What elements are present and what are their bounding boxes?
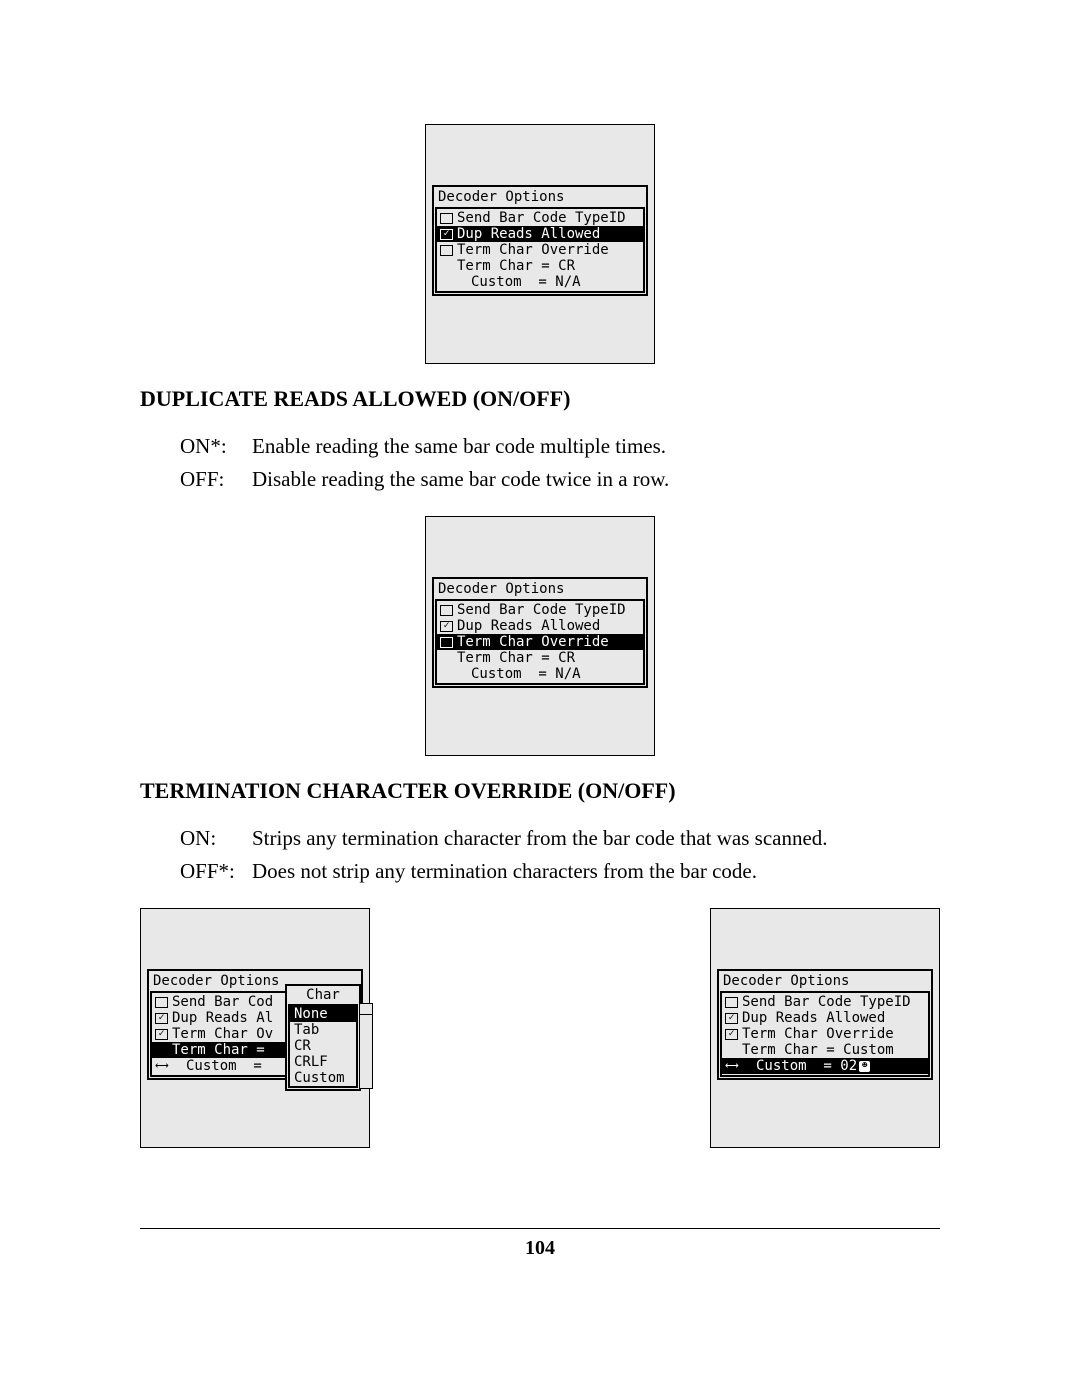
option-label: Send Bar Code TypeID xyxy=(742,994,911,1010)
decoder-options-window: Decoder Options Send Bar Code TypeID ✓ D… xyxy=(432,185,648,296)
checkbox-icon: ✓ xyxy=(155,1013,168,1024)
smiley-icon xyxy=(859,1061,870,1072)
checkbox-icon: ✓ xyxy=(725,1029,738,1040)
page-number: 104 xyxy=(140,1237,940,1260)
checkbox-icon: ✓ xyxy=(440,229,453,240)
bottom-screenshot-row: Decoder Options Send Bar Cod ✓ Dup Reads… xyxy=(140,908,940,1148)
popup-title: Char xyxy=(287,986,359,1004)
heading-dup-reads: DUPLICATE READS ALLOWED (ON/OFF) xyxy=(140,386,940,412)
def-text: Enable reading the same bar code multipl… xyxy=(252,434,940,459)
term-char-value: Term Char = Custom xyxy=(742,1042,894,1058)
def-label: ON*: xyxy=(180,434,252,459)
heading-term-override: TERMINATION CHARACTER OVERRIDE (ON/OFF) xyxy=(140,778,940,804)
popup-option-tab: Tab xyxy=(290,1022,356,1038)
option-label: Term Char Override xyxy=(457,634,609,650)
def-label: OFF: xyxy=(180,467,252,492)
document-page: Decoder Options Send Bar Code TypeID ✓ D… xyxy=(0,0,1080,1320)
window-body: Send Bar Code TypeID ✓ Dup Reads Allowed… xyxy=(720,991,930,1077)
option-dup-reads: ✓ Dup Reads Allowed xyxy=(722,1010,928,1026)
term-char-value: Term Char = CR xyxy=(457,650,575,666)
custom-value: Custom = xyxy=(186,1058,262,1074)
popup-option-crlf: CRLF xyxy=(290,1054,356,1070)
term-char-line: Term Char = CR xyxy=(437,650,643,666)
option-label: Term Char Ov xyxy=(172,1026,273,1042)
option-label: Term Char Override xyxy=(742,1026,894,1042)
scrollbar xyxy=(359,1003,373,1089)
option-label: Dup Reads Al xyxy=(172,1010,273,1026)
definition-off: OFF: Disable reading the same bar code t… xyxy=(180,467,940,492)
option-dup-reads: ✓ Dup Reads Allowed xyxy=(437,618,643,634)
term-char-value: Term Char = xyxy=(172,1042,265,1058)
custom-line: Custom = N/A xyxy=(437,274,643,290)
popup-option-none: None xyxy=(290,1006,356,1022)
checkbox-icon: ✓ xyxy=(155,1029,168,1040)
custom-value: Custom = 02 xyxy=(756,1058,857,1074)
def-label: OFF*: xyxy=(180,859,252,884)
arrow-lr-icon: ←→ xyxy=(725,1058,742,1074)
lcd-screen-4: Decoder Options Send Bar Code TypeID ✓ D… xyxy=(710,908,940,1148)
window-title: Decoder Options xyxy=(434,579,646,599)
option-dup-reads: ✓ Dup Reads Allowed xyxy=(437,226,643,242)
def-text: Strips any termination character from th… xyxy=(252,826,940,851)
checkbox-icon xyxy=(155,997,168,1008)
option-term-override: Term Char Override xyxy=(437,634,643,650)
option-term-override: ✓ Term Char Override xyxy=(722,1026,928,1042)
custom-value: Custom = N/A xyxy=(471,274,581,290)
screenshot-2-container: Decoder Options Send Bar Code TypeID ✓ D… xyxy=(140,516,940,756)
checkbox-icon xyxy=(440,637,453,648)
popup-body: None Tab CR CRLF Custom xyxy=(288,1004,358,1088)
option-send-typeid: Send Bar Code TypeID xyxy=(437,210,643,226)
definition-on: ON*: Enable reading the same bar code mu… xyxy=(180,434,940,459)
lcd-screen-2: Decoder Options Send Bar Code TypeID ✓ D… xyxy=(425,516,655,756)
window-title: Decoder Options xyxy=(719,971,931,991)
popup-option-cr: CR xyxy=(290,1038,356,1054)
decoder-options-window: Decoder Options Send Bar Code TypeID ✓ D… xyxy=(432,577,648,688)
popup-option-custom: Custom xyxy=(290,1070,356,1086)
term-char-line: Term Char = CR xyxy=(437,258,643,274)
screenshot-1-container: Decoder Options Send Bar Code TypeID ✓ D… xyxy=(140,124,940,364)
option-label: Send Bar Cod xyxy=(172,994,273,1010)
lcd-screen-1: Decoder Options Send Bar Code TypeID ✓ D… xyxy=(425,124,655,364)
option-label: Send Bar Code TypeID xyxy=(457,210,626,226)
term-char-line: Term Char = Custom xyxy=(722,1042,928,1058)
def-text: Does not strip any termination character… xyxy=(252,859,940,884)
option-label: Term Char Override xyxy=(457,242,609,258)
def-label: ON: xyxy=(180,826,252,851)
arrow-lr-icon: ←→ xyxy=(155,1058,172,1074)
option-label: Dup Reads Allowed xyxy=(457,226,600,242)
def-text: Disable reading the same bar code twice … xyxy=(252,467,940,492)
window-body: Send Bar Code TypeID ✓ Dup Reads Allowed… xyxy=(435,599,645,685)
option-term-override: Term Char Override xyxy=(437,242,643,258)
custom-line: ←→ Custom = 02 xyxy=(722,1058,928,1074)
definition-on: ON: Strips any termination character fro… xyxy=(180,826,940,851)
custom-line: Custom = N/A xyxy=(437,666,643,682)
checkbox-icon: ✓ xyxy=(440,621,453,632)
lcd-screen-3: Decoder Options Send Bar Cod ✓ Dup Reads… xyxy=(140,908,370,1148)
option-label: Dup Reads Allowed xyxy=(742,1010,885,1026)
char-popup: Char None Tab CR CRLF Custom xyxy=(285,984,361,1091)
term-char-value: Term Char = CR xyxy=(457,258,575,274)
checkbox-icon: ✓ xyxy=(725,1013,738,1024)
decoder-options-window: Decoder Options Send Bar Code TypeID ✓ D… xyxy=(717,969,933,1080)
option-send-typeid: Send Bar Code TypeID xyxy=(437,602,643,618)
checkbox-icon xyxy=(440,245,453,256)
window-title: Decoder Options xyxy=(434,187,646,207)
option-label: Dup Reads Allowed xyxy=(457,618,600,634)
checkbox-icon xyxy=(440,605,453,616)
footer-rule xyxy=(140,1228,940,1229)
custom-value: Custom = N/A xyxy=(471,666,581,682)
checkbox-icon xyxy=(440,213,453,224)
option-send-typeid: Send Bar Code TypeID xyxy=(722,994,928,1010)
checkbox-icon xyxy=(725,997,738,1008)
window-body: Send Bar Code TypeID ✓ Dup Reads Allowed… xyxy=(435,207,645,293)
option-label: Send Bar Code TypeID xyxy=(457,602,626,618)
definition-off: OFF*: Does not strip any termination cha… xyxy=(180,859,940,884)
